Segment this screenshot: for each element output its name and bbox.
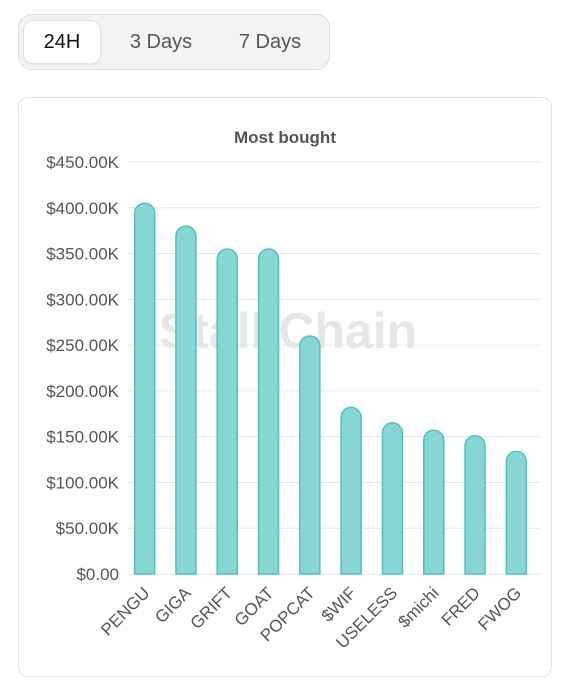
- y-tick-label: $250.00K: [46, 336, 119, 355]
- x-tick-label: $michi: [394, 583, 442, 631]
- y-tick-label: $350.00K: [46, 245, 119, 264]
- y-tick-label: $450.00K: [46, 153, 119, 172]
- y-tick-label: $150.00K: [46, 428, 119, 447]
- bar-popcat[interactable]: [299, 335, 321, 575]
- bar-fred[interactable]: [464, 435, 486, 575]
- y-tick-label: $50.00K: [56, 519, 120, 538]
- bar-pengu[interactable]: [133, 202, 156, 575]
- tab-7-days[interactable]: 7 Days: [238, 30, 302, 53]
- bar-fwog[interactable]: [505, 450, 528, 575]
- bar-goat[interactable]: [257, 248, 280, 575]
- y-tick-label: $0.00: [76, 565, 119, 584]
- y-tick-label: $200.00K: [46, 382, 119, 401]
- bar-useless[interactable]: [381, 422, 404, 575]
- x-tick-label: PENGU: [97, 583, 153, 639]
- watermark: StalkChain: [159, 303, 417, 359]
- chart-title: Most bought: [234, 128, 336, 147]
- y-tick-label: $300.00K: [46, 290, 119, 309]
- x-tick-label: FWOG: [474, 583, 525, 634]
- y-tick-label: $100.00K: [46, 473, 119, 492]
- x-tick-label: GRIFT: [187, 583, 236, 632]
- y-tick-label: $400.00K: [46, 199, 119, 218]
- chart-card: [18, 97, 552, 677]
- bar-grift[interactable]: [216, 248, 238, 575]
- tab-3-days[interactable]: 3 Days: [129, 30, 193, 53]
- bar-wif[interactable]: [340, 406, 362, 575]
- timeframe-tabs: 24H 3 Days 7 Days: [18, 14, 330, 70]
- bar-giga[interactable]: [175, 225, 197, 575]
- bar-michi[interactable]: [423, 429, 445, 575]
- tab-24h[interactable]: 24H: [23, 20, 101, 64]
